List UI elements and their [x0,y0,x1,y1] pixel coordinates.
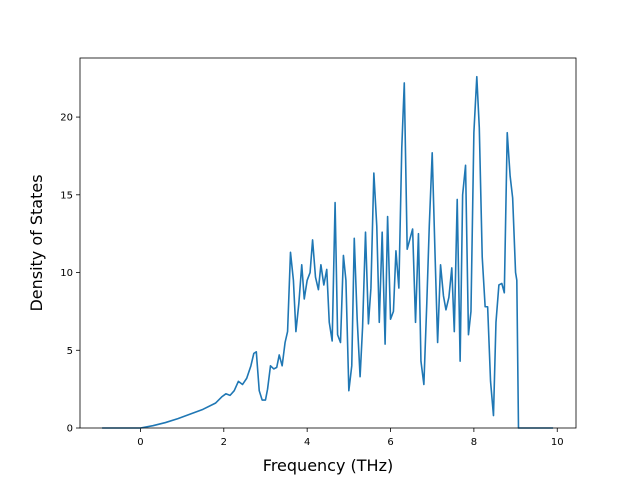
dos-series-line [102,75,554,429]
x-tick-label: 4 [304,437,310,448]
y-tick-label: 5 [67,346,73,357]
x-tick-label: 2 [221,437,227,448]
y-axis-title: Density of States [27,174,46,311]
x-tick-label: 6 [387,437,393,448]
y-tick-label: 10 [60,268,73,279]
x-tick-label: 8 [471,437,477,448]
y-tick-label: 0 [67,424,73,435]
y-axis-ticks: 0 5 10 15 20 [60,113,80,435]
plot-frame [79,57,577,429]
x-tick-label: 10 [551,437,564,448]
x-axis-ticks: 0 2 4 6 8 10 [137,428,564,448]
y-tick-label: 15 [60,190,73,201]
y-tick-label: 20 [60,113,73,124]
x-axis-title: Frequency (THz) [263,456,393,475]
x-tick-label: 0 [137,437,143,448]
